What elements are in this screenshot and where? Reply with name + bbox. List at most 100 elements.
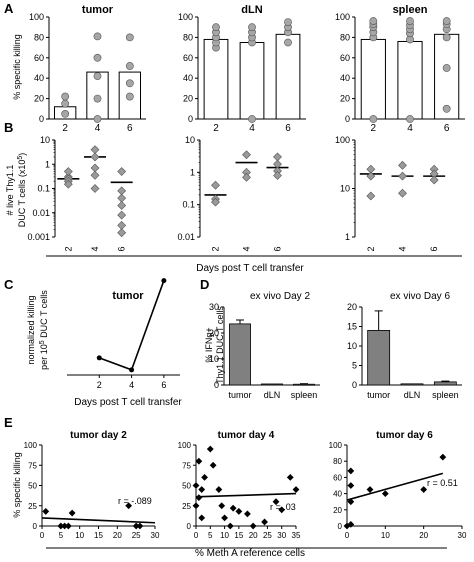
chart-title: spleen: [393, 4, 428, 16]
data-point: [192, 502, 200, 510]
fit-line: [346, 472, 444, 501]
data-point: [195, 494, 203, 502]
x-tick-label: 4: [95, 123, 101, 134]
x-tick-label: 30: [151, 531, 160, 540]
chart-title: ex vivo Day 2: [250, 291, 310, 302]
x-tick-label: 4: [90, 246, 100, 251]
bar: [397, 40, 423, 120]
data-point: [61, 522, 68, 530]
data-point: [218, 502, 226, 510]
data-point: [63, 179, 73, 189]
y-axis-label: per 105 DUC T cells: [39, 290, 49, 370]
data-point: [284, 18, 292, 26]
y-tick-label: 30: [209, 302, 219, 312]
y-axis-label: Thy1.1 DUC T cells: [215, 306, 225, 384]
data-point: [63, 167, 73, 176]
x-tick-label: 4: [249, 123, 255, 134]
y-axis-label: % IFNg+: [204, 327, 214, 362]
annotation: r = .03: [270, 502, 296, 512]
x-tick-label: 6: [273, 246, 283, 251]
data-point: [93, 115, 102, 123]
data-point: [117, 193, 127, 203]
data-point: [90, 163, 100, 173]
data-point: [136, 522, 144, 530]
data-point: [201, 474, 208, 481]
bar: [434, 33, 460, 120]
y-tick-label: 1: [190, 167, 195, 177]
x-tick-label: 10: [220, 531, 229, 540]
data-point: [96, 355, 102, 361]
data-point: [61, 110, 70, 118]
data-point: [369, 17, 378, 25]
x-tick-label: 20: [113, 531, 122, 540]
x-tick-label: 2: [366, 246, 376, 251]
y-tick-label: 20: [183, 94, 193, 104]
fit-line: [195, 492, 297, 498]
bar: [367, 329, 391, 386]
x-tick-label: dLN: [264, 390, 281, 400]
x-tick-label: tumor: [228, 390, 251, 400]
bar: [229, 323, 251, 386]
data-point: [292, 486, 300, 493]
data-point: [442, 104, 451, 113]
data-point: [343, 522, 351, 530]
y-tick-label: 10: [340, 184, 350, 194]
data-point: [206, 445, 214, 453]
chart-title: tumor: [112, 290, 144, 302]
y-tick-label: 50: [182, 482, 191, 491]
data-point: [420, 486, 428, 493]
y-tick-label: 0.1: [182, 200, 195, 210]
y-tick-label: 1: [45, 159, 50, 169]
y-tick-label: 100: [29, 12, 44, 22]
data-point: [211, 197, 220, 207]
y-tick-label: 40: [340, 73, 350, 83]
data-point: [242, 150, 251, 160]
y-tick-label: 10: [209, 354, 219, 364]
y-tick-label: 80: [183, 32, 193, 42]
data-point: [261, 518, 268, 526]
data-point: [90, 170, 100, 180]
data-point: [347, 498, 355, 506]
data-point: [61, 99, 70, 108]
y-tick-label: 0: [188, 114, 193, 124]
x-tick-label: 10: [75, 531, 84, 540]
data-point: [209, 461, 217, 469]
bar: [360, 38, 386, 120]
data-point: [235, 508, 243, 515]
data-point: [369, 115, 378, 123]
data-point: [42, 508, 50, 515]
chart-title: dLN: [241, 4, 262, 16]
data-point: [229, 504, 237, 512]
data-point: [161, 278, 167, 284]
x-tick-label: 4: [398, 246, 408, 251]
data-point: [248, 23, 256, 32]
data-point: [215, 486, 223, 493]
y-tick-label: 0: [214, 380, 219, 390]
y-tick-label: 40: [333, 490, 342, 499]
data-point: [93, 53, 102, 62]
data-point: [347, 482, 355, 489]
data-point: [398, 171, 407, 181]
data-point: [272, 498, 280, 506]
data-point: [117, 210, 127, 220]
x-tick-label: 15: [234, 531, 243, 540]
y-axis-label: DUC T cells (x105): [17, 153, 27, 228]
x-tick-label: 6: [444, 123, 450, 134]
data-point: [125, 33, 134, 42]
y-tick-label: 60: [340, 53, 350, 63]
y-tick-label: 100: [335, 135, 350, 145]
data-point: [381, 490, 389, 497]
y-tick-label: 60: [183, 53, 193, 63]
data-point: [198, 514, 206, 522]
x-tick-label: 6: [127, 123, 133, 134]
y-tick-label: 15: [347, 322, 357, 332]
y-axis-label: % specific killing: [12, 34, 22, 100]
data-point: [90, 184, 100, 193]
data-point: [90, 145, 100, 155]
panel-letter: C: [4, 277, 14, 292]
y-tick-label: 0.01: [32, 208, 50, 218]
bar: [293, 383, 315, 386]
x-axis-label: % Meth A reference cells: [195, 548, 305, 559]
data-point: [192, 482, 200, 489]
